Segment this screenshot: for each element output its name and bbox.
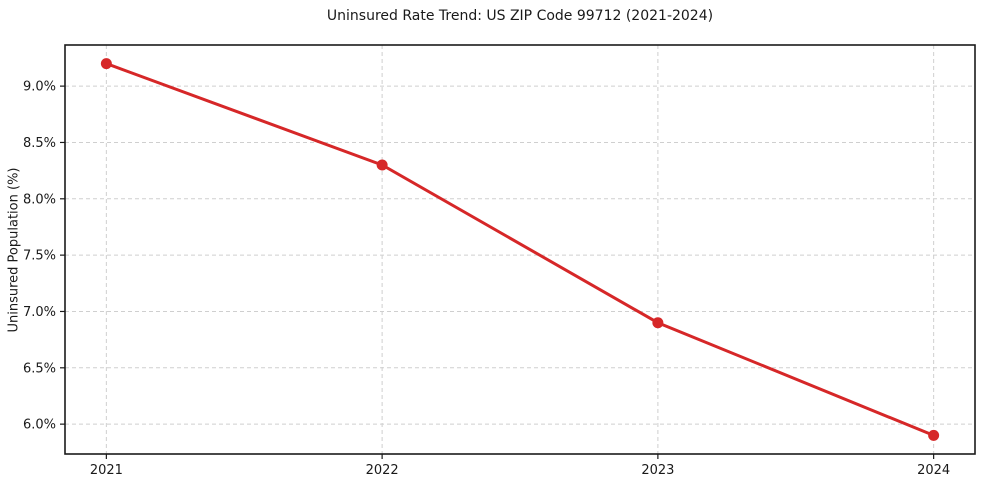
y-tick-label: 7.0% (23, 305, 56, 320)
data-point (100, 58, 112, 70)
plot-border (64, 44, 976, 455)
y-tick-label: 6.0% (23, 418, 56, 433)
chart-title: Uninsured Rate Trend: US ZIP Code 99712 … (326, 8, 714, 24)
x-tick-label: 2023 (641, 463, 674, 478)
y-tick-label: 7.5% (23, 249, 56, 264)
y-tick-label: 8.5% (23, 136, 56, 151)
data-point (652, 317, 664, 329)
data-point (376, 159, 388, 171)
x-tick-label: 2022 (366, 463, 399, 478)
data-point (928, 429, 940, 441)
y-tick-label: 8.0% (23, 192, 56, 207)
x-tick-label: 2021 (90, 463, 123, 478)
y-tick-label: 9.0% (23, 80, 56, 95)
x-tick-label: 2024 (917, 463, 950, 478)
y-tick-label: 6.5% (23, 361, 56, 376)
trend-line (104, 62, 936, 437)
